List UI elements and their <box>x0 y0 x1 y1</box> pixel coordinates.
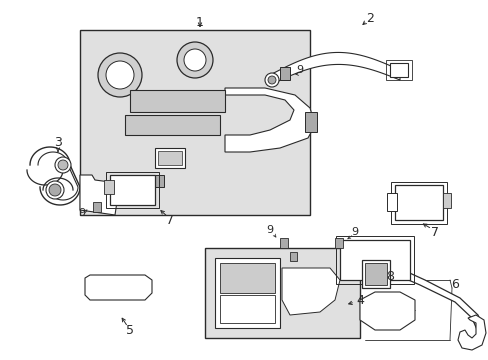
Bar <box>220 263 274 293</box>
Bar <box>158 151 182 165</box>
Text: 4: 4 <box>355 293 363 306</box>
Circle shape <box>177 42 213 78</box>
Polygon shape <box>359 292 414 330</box>
Circle shape <box>106 61 134 89</box>
Text: 3: 3 <box>54 135 62 149</box>
Bar <box>305 112 316 132</box>
Circle shape <box>49 184 61 196</box>
Bar <box>390 182 446 224</box>
Bar <box>389 63 407 77</box>
Bar <box>125 115 220 135</box>
Text: 9: 9 <box>78 208 85 218</box>
Text: 8: 8 <box>385 270 393 284</box>
Bar <box>339 240 409 280</box>
Circle shape <box>98 53 142 97</box>
Text: 1: 1 <box>196 15 203 28</box>
Text: 9: 9 <box>266 225 273 235</box>
Bar <box>155 175 163 187</box>
Polygon shape <box>359 250 483 332</box>
Bar <box>110 175 155 205</box>
Bar <box>220 295 274 323</box>
Bar <box>394 185 442 220</box>
Bar <box>280 238 287 248</box>
Polygon shape <box>80 175 118 215</box>
Bar <box>364 263 386 285</box>
Polygon shape <box>85 275 152 300</box>
Bar <box>289 252 296 261</box>
Bar <box>155 148 184 168</box>
Circle shape <box>46 181 64 199</box>
Circle shape <box>58 160 68 170</box>
Text: 7: 7 <box>165 213 174 226</box>
Text: 9: 9 <box>351 227 358 237</box>
Bar <box>385 60 411 80</box>
Bar <box>280 67 289 80</box>
Circle shape <box>264 73 279 87</box>
Bar <box>130 90 224 112</box>
Bar <box>386 193 396 211</box>
Circle shape <box>55 157 71 173</box>
Bar <box>361 260 389 288</box>
Polygon shape <box>282 268 339 315</box>
Bar <box>106 172 159 208</box>
Polygon shape <box>269 53 399 85</box>
Bar <box>442 193 450 208</box>
Bar <box>204 248 359 338</box>
Bar <box>335 236 413 284</box>
Bar <box>80 30 309 215</box>
Text: 6: 6 <box>450 279 458 292</box>
Bar <box>334 238 342 248</box>
Text: 5: 5 <box>126 324 134 337</box>
Circle shape <box>267 76 275 84</box>
Polygon shape <box>224 88 314 152</box>
Bar <box>104 180 114 194</box>
Bar <box>93 202 101 212</box>
Text: 2: 2 <box>366 12 373 24</box>
Text: 9: 9 <box>296 65 303 75</box>
Circle shape <box>183 49 205 71</box>
Bar <box>215 258 280 328</box>
Text: 7: 7 <box>430 225 438 239</box>
Polygon shape <box>457 315 485 350</box>
